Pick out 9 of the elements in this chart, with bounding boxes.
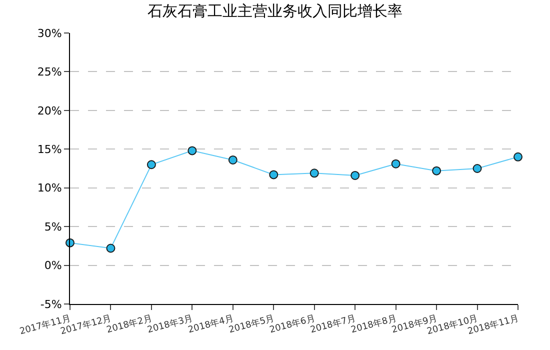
y-tick-label: 15% [37, 142, 62, 156]
y-tick-label: 0% [44, 259, 62, 272]
y-tick-label: 30% [37, 26, 62, 40]
y-tick-label: 20% [37, 104, 62, 118]
y-tick-label: 5% [44, 220, 62, 234]
y-tick-label: -5% [40, 298, 62, 311]
y-tick-label: 25% [37, 66, 62, 79]
y-tick-label: 10% [37, 182, 62, 195]
chart-title: 石灰石膏工业主营业务收入同比增长率 [148, 2, 402, 20]
